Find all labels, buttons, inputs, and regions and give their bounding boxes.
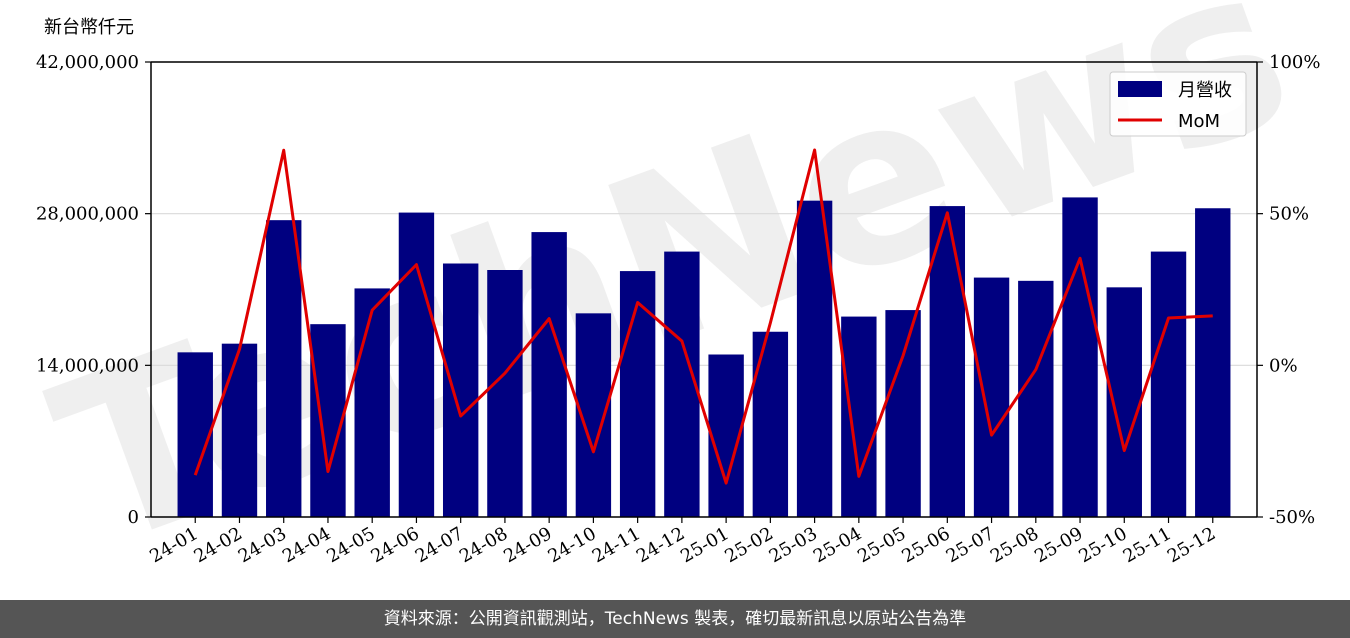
bar-24-07 — [442, 263, 479, 517]
bar-24-03 — [266, 220, 302, 517]
bar-24-02 — [221, 343, 258, 517]
bar-25-05 — [885, 310, 921, 517]
bar-25-03 — [796, 200, 833, 517]
mom-series-line — [193, 148, 1213, 485]
right-tick-label: 0% — [1269, 355, 1298, 376]
x-tick-label: 24-09 — [500, 523, 555, 567]
bar-24-12 — [664, 251, 700, 518]
bar-25-11 — [1150, 251, 1187, 518]
bar-25-02 — [752, 331, 789, 517]
left-tick-label: 14,000,000 — [36, 355, 139, 376]
bar-24-08 — [487, 270, 523, 517]
left-tick-label: 42,000,000 — [36, 52, 139, 73]
legend-label-revenue: 月營收 — [1178, 80, 1232, 101]
x-tick-label: 24-08 — [456, 523, 511, 567]
x-tick-label: 25-11 — [1120, 523, 1175, 567]
bar-24-05 — [354, 288, 390, 517]
x-tick-label: 24-12 — [633, 523, 688, 567]
axis-ticks: 0 14,000,000 28,000,000 42,000,000 -50% 0% 50%… — [36, 52, 1321, 567]
mom-line — [193, 148, 1213, 485]
bar-24-11 — [619, 271, 656, 517]
bar-24-04 — [310, 324, 346, 517]
bar-24-01 — [177, 352, 213, 517]
x-tick-label: 25-04 — [810, 523, 865, 567]
x-tick-label: 25-06 — [898, 523, 953, 567]
right-tick-label: -50% — [1269, 507, 1315, 528]
axes — [150, 61, 1258, 518]
source-footer: 資料來源：公開資訊觀測站，TechNews 製表，確切最新訊息以原站公告為準 — [0, 600, 1350, 638]
left-tick-label: 28,000,000 — [36, 204, 139, 225]
bar-25-08 — [1018, 280, 1054, 517]
bar-25-07 — [973, 277, 1010, 517]
right-tick-label: 50% — [1269, 204, 1309, 225]
x-tick-label: 25-07 — [943, 523, 998, 567]
x-tick-label: 24-11 — [589, 523, 644, 567]
x-tick-label: 25-03 — [766, 523, 821, 567]
bar-24-06 — [398, 212, 435, 518]
bar-24-09 — [531, 232, 567, 518]
x-tick-label: 24-06 — [368, 523, 423, 567]
x-tick-label: 25-09 — [1031, 523, 1086, 567]
x-tick-label: 24-07 — [412, 523, 467, 567]
legend-label-mom: MoM — [1178, 111, 1220, 132]
x-tick-label: 25-10 — [1075, 523, 1130, 567]
bar-25-09 — [1062, 197, 1098, 517]
x-tick-label: 25-01 — [677, 523, 732, 567]
x-tick-label: 25-02 — [721, 523, 776, 567]
x-tick-label: 25-12 — [1164, 523, 1219, 567]
y-axis-unit-label: 新台幣仟元 — [44, 17, 134, 38]
right-tick-label: 100% — [1269, 52, 1320, 73]
x-tick-label: 24-05 — [323, 523, 378, 567]
x-tick-label: 25-05 — [854, 523, 909, 567]
bar-25-04 — [841, 316, 877, 517]
left-tick-label: 0 — [128, 507, 139, 528]
revenue-chart: TechNews 014,000,00028,000,00042,000,000… — [26, 0, 1321, 600]
legend: 月營收 MoM — [1109, 71, 1247, 137]
legend-bar-swatch — [1118, 81, 1162, 97]
x-tick-label: 24-10 — [544, 523, 599, 567]
bar-25-06 — [929, 206, 966, 518]
bar-25-12 — [1195, 208, 1231, 517]
x-tick-label: 25-08 — [987, 523, 1042, 567]
revenue-bars — [177, 197, 1231, 518]
